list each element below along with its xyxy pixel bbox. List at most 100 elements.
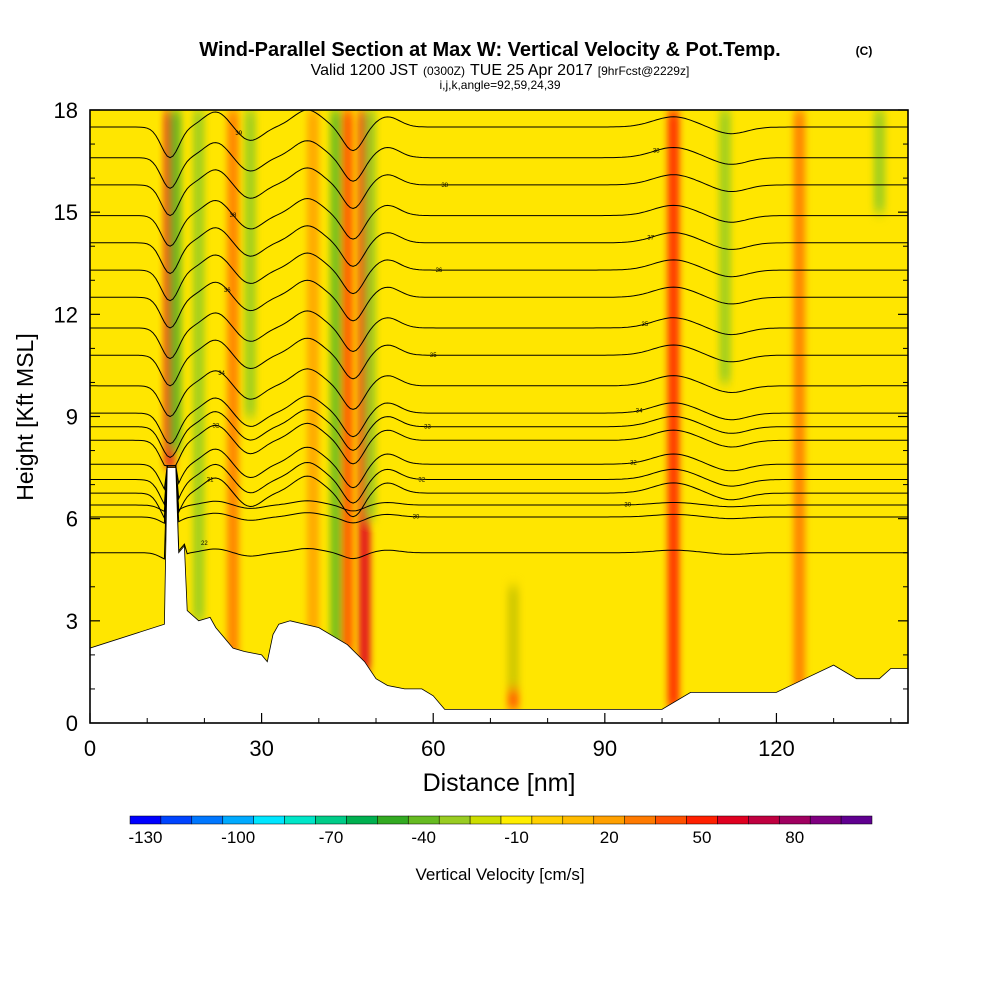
colorbar-swatch-19: [717, 815, 749, 825]
terrain-mask: [90, 467, 908, 723]
theta-contour-label-14: 37: [647, 235, 654, 241]
theta-contour-label-18: 39: [235, 131, 242, 137]
theta-contour-5: [90, 446, 908, 491]
updraft-column-2: [307, 110, 320, 655]
colorbar: -130 -100 -70 -40 -10 20 50 80: [128, 815, 873, 847]
theta-contour-label-15: 38: [230, 213, 237, 219]
theta-contour-14: [90, 225, 908, 275]
colorbar-swatch-20: [748, 815, 780, 825]
theta-contour-label-8: 34: [636, 409, 643, 415]
colorbar-swatch-11: [469, 815, 502, 825]
theta-contours: 22 30 30 31 32 32 32 33 34 34 35 35 36 36 37 38 38 38 39: [90, 110, 908, 560]
theta-contour-17: [90, 140, 908, 189]
velocity-field-background: [90, 110, 908, 723]
y-axis-title: Height [Kft MSL]: [12, 333, 38, 500]
colorbar-swatch-1: [160, 815, 193, 825]
colorbar-swatch-4: [253, 815, 285, 825]
y-tick-label-3: 9: [66, 405, 78, 430]
subtitle-valid: Valid 1200 JST: [311, 62, 419, 79]
colorbar-label-5: 20: [600, 828, 619, 847]
colorbar-label-0: -130: [128, 828, 162, 847]
theta-contour-label-10: 35: [430, 353, 437, 359]
colorbar-swatch-22: [809, 815, 842, 825]
chart-title-mark: (C): [856, 44, 873, 58]
colorbar-swatch-21: [779, 815, 811, 825]
colorbar-label-2: -70: [319, 828, 344, 847]
colorbar-swatch-15: [593, 815, 625, 825]
updraft-column-3: [341, 110, 354, 655]
theta-contour-4: [90, 461, 908, 507]
theta-contour-9: [90, 368, 908, 418]
colorbar-label-7: 80: [785, 828, 804, 847]
x-tick-label-1: 30: [249, 736, 273, 761]
colorbar-swatch-5: [284, 815, 316, 825]
theta-contour-16: [90, 167, 908, 217]
y-tick-label-6: 18: [54, 98, 78, 123]
colorbar-title: Vertical Velocity [cm/s]: [415, 865, 584, 884]
theta-contour-0: [90, 465, 908, 560]
y-tick-label-5: 15: [54, 200, 78, 225]
theta-contour-label-11: 35: [642, 322, 649, 328]
colorbar-swatch-0: [129, 815, 162, 825]
y-tick-label-4: 12: [54, 302, 78, 327]
theta-contour-15: [90, 197, 908, 247]
theta-contour-label-6: 32: [213, 423, 220, 429]
colorbar-swatch-14: [562, 815, 594, 825]
colorbar-label-1: -100: [221, 828, 255, 847]
theta-contour-11: [90, 310, 908, 360]
chart-title: Wind-Parallel Section at Max W: Vertical…: [199, 39, 780, 61]
colorbar-swatch-16: [624, 815, 656, 825]
plot-area: 22 30 30 31 32 32 32 33 34 34 35 35 36 36 37 38 38 38 39: [90, 110, 908, 723]
theta-contour-label-9: 34: [218, 371, 225, 377]
theta-contour-1: [90, 465, 908, 524]
downdraft-column-3: [329, 110, 342, 655]
theta-contour-12: [90, 279, 908, 329]
colorbar-swatch-13: [531, 815, 564, 825]
theta-contour-label-4: 32: [418, 477, 425, 483]
subtitle-zulu: (0300Z): [423, 64, 465, 78]
theta-contour-label-13: 36: [436, 268, 443, 274]
theta-contour-6: [90, 422, 908, 467]
colorbar-swatch-7: [346, 815, 378, 825]
x-axis-title: Distance [nm]: [423, 769, 576, 797]
theta-contour-7: [90, 409, 908, 458]
theta-contour-label-0: 22: [201, 541, 208, 547]
colorbar-swatch-18: [686, 815, 718, 825]
colorbar-swatch-12: [500, 815, 533, 825]
theta-contour-label-7: 33: [424, 425, 431, 431]
colorbar-swatch-10: [438, 815, 471, 825]
chart-subtitle-ijk: i,j,k,angle=92,59,24,39: [439, 78, 560, 92]
theta-contour-label-16: 38: [441, 183, 448, 189]
chart-title-main: Wind-Parallel Section at Max W: Vertical…: [199, 39, 780, 61]
downdraft-column-0: [169, 110, 182, 451]
x-tick-label-2: 60: [421, 736, 445, 761]
x-tick-label-4: 120: [758, 736, 795, 761]
x-tick-label-0: 0: [84, 736, 96, 761]
downdraft-column-4: [364, 110, 377, 519]
colorbar-swatch-3: [222, 815, 254, 825]
colorbar-label-6: 50: [693, 828, 712, 847]
colorbar-swatch-17: [655, 815, 687, 825]
y-tick-label-1: 3: [66, 609, 78, 634]
theta-contour-label-1: 30: [413, 514, 420, 520]
downdraft-column-7: [873, 110, 886, 213]
theta-contour-3: [90, 465, 908, 520]
downdraft-column-1: [192, 110, 205, 621]
subtitle-fcst: [9hrFcst@2229z]: [598, 64, 690, 78]
chart-subtitle: Valid 1200 JST (0300Z) TUE 25 Apr 2017 [9hr…: [311, 62, 690, 79]
theta-contour-label-2: 30: [624, 502, 631, 508]
y-tick-label-2: 6: [66, 507, 78, 532]
colorbar-swatch-23: [840, 815, 873, 825]
y-tick-label-0: 0: [66, 711, 78, 736]
colorbar-swatch-2: [191, 815, 223, 825]
updraft-column-6: [667, 110, 680, 710]
theta-contour-label-3: 31: [207, 477, 214, 483]
theta-contour-8: [90, 395, 908, 445]
theta-contour-label-12: 36: [224, 288, 231, 294]
theta-contour-13: [90, 252, 908, 302]
colorbar-swatch-8: [377, 815, 409, 825]
subtitle-date: TUE 25 Apr 2017: [470, 62, 593, 79]
